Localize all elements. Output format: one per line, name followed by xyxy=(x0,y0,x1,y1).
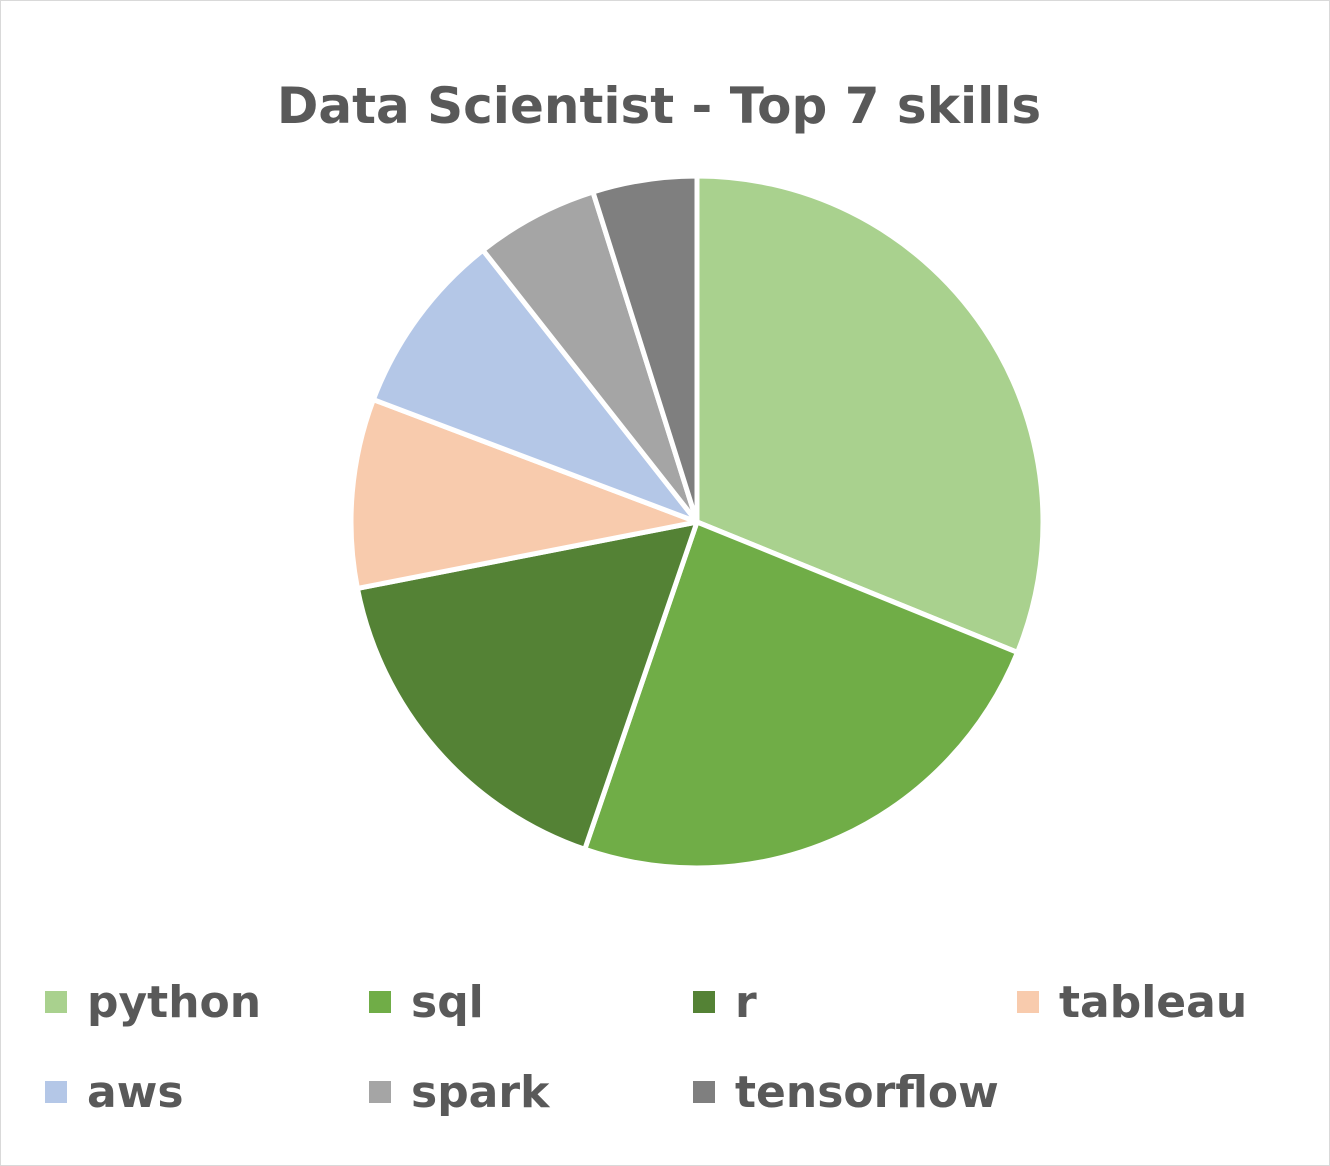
legend-swatch xyxy=(1017,991,1039,1013)
legend-item-tensorflow: tensorflow xyxy=(693,1062,999,1122)
chart-title: Data Scientist - Top 7 skills xyxy=(276,77,1042,135)
legend-label: spark xyxy=(411,1066,550,1118)
pie-slice-aws xyxy=(370,247,700,525)
legend-swatch xyxy=(45,1081,67,1103)
pie-slice-python xyxy=(694,173,1046,655)
legend-item-aws: aws xyxy=(45,1062,184,1122)
legend-item-tableau: tableau xyxy=(1017,972,1247,1032)
legend-label: aws xyxy=(87,1066,184,1118)
pie-slice-tableau xyxy=(348,397,700,591)
legend-label: tensorflow xyxy=(735,1066,999,1118)
legend-label: tableau xyxy=(1059,976,1248,1028)
legend-swatch xyxy=(45,991,67,1013)
legend-item-python: python xyxy=(45,972,261,1032)
pie-slice-r xyxy=(354,519,700,852)
pie-slice-sql xyxy=(582,519,1020,871)
pie-slice-tensorflow xyxy=(590,173,700,525)
legend-swatch xyxy=(693,991,715,1013)
legend-label: python xyxy=(87,976,262,1028)
legend-label: sql xyxy=(411,976,484,1028)
legend-item-sql: sql xyxy=(369,972,484,1032)
legend-swatch xyxy=(693,1081,715,1103)
legend-swatch xyxy=(369,991,391,1013)
legend-item-r: r xyxy=(693,972,757,1032)
legend-label: r xyxy=(735,976,757,1028)
legend-item-spark: spark xyxy=(369,1062,549,1122)
legend-swatch xyxy=(369,1081,391,1103)
